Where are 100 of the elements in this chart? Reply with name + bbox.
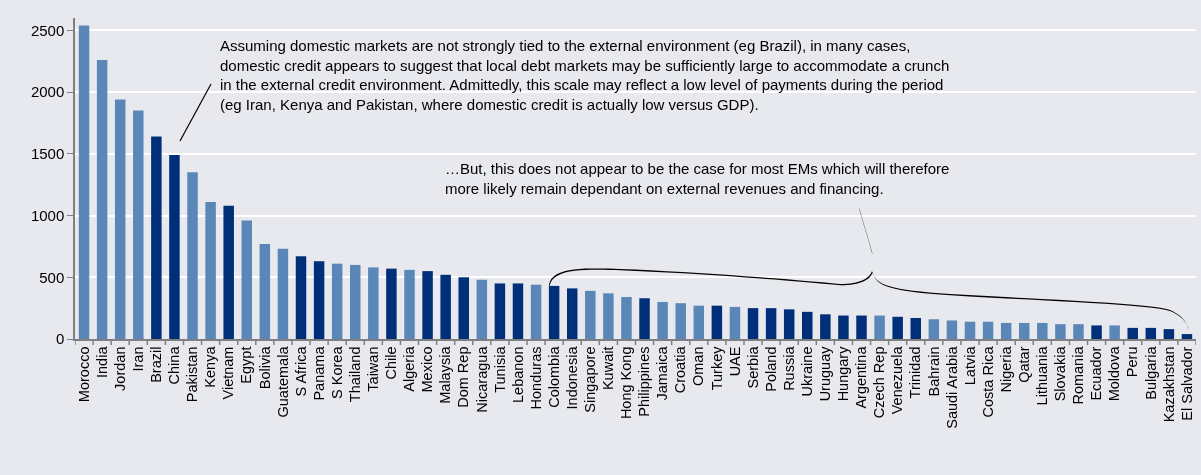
x-tick-label: S Africa bbox=[292, 345, 309, 397]
y-tick-label: 1000 bbox=[30, 206, 65, 224]
x-tick-label: Russia bbox=[780, 345, 797, 391]
bar bbox=[765, 308, 777, 339]
bar bbox=[114, 99, 126, 339]
x-tick-label: China bbox=[166, 345, 183, 385]
bar bbox=[331, 263, 343, 339]
bar bbox=[910, 318, 921, 339]
x-tick-label: Uruguay bbox=[817, 345, 834, 402]
x-tick-label: Chile bbox=[383, 346, 400, 380]
x-tick-label: Hungary bbox=[835, 345, 852, 402]
bar bbox=[729, 306, 741, 339]
x-tick-label: Panama bbox=[310, 345, 327, 401]
bar bbox=[838, 315, 849, 339]
bar bbox=[747, 308, 759, 339]
x-tick-label: Pakistan bbox=[184, 346, 201, 403]
x-tick-label: Costa Rica bbox=[979, 345, 996, 418]
bar bbox=[223, 205, 234, 339]
bar bbox=[892, 316, 903, 339]
bar bbox=[151, 136, 162, 339]
x-tick-label: Egypt bbox=[238, 346, 255, 384]
x-tick-label: Nicaragua bbox=[473, 345, 490, 413]
bar bbox=[78, 25, 90, 339]
x-tick-label: Honduras bbox=[527, 346, 544, 410]
x-tick-label: S Korea bbox=[328, 345, 345, 399]
bar bbox=[603, 293, 614, 339]
x-tick-label: Dom Rep bbox=[455, 346, 472, 408]
bar bbox=[802, 311, 813, 339]
bar bbox=[386, 268, 397, 339]
bar bbox=[874, 315, 885, 339]
x-tick-label: Bulgaria bbox=[1142, 345, 1159, 400]
bar bbox=[1163, 329, 1175, 339]
bar bbox=[566, 288, 578, 339]
x-tick-label: Vietnam bbox=[220, 346, 237, 400]
x-tick-label: Morocco bbox=[75, 346, 92, 403]
x-tick-label: Kenya bbox=[202, 345, 219, 388]
x-tick-label: Iran bbox=[129, 346, 146, 372]
x-tick-label: Guatemala bbox=[274, 345, 291, 418]
x-tick-label: Kazakhstan bbox=[1160, 346, 1177, 423]
x-tick-label: Venezuela bbox=[889, 345, 906, 415]
bar bbox=[1000, 322, 1012, 339]
x-tick-label: Ukraine bbox=[798, 346, 815, 397]
x-tick-label: Lebanon bbox=[509, 346, 526, 403]
x-tick-label: Bolivia bbox=[256, 345, 273, 390]
bar bbox=[548, 285, 560, 339]
x-tick-label: Kuwait bbox=[600, 346, 617, 391]
bar bbox=[350, 264, 361, 339]
x-tick-label: Croatia bbox=[672, 345, 689, 394]
x-tick-label: Oman bbox=[690, 346, 707, 387]
bar bbox=[1037, 322, 1048, 339]
bar bbox=[1055, 324, 1066, 339]
x-tick-label: Lithuania bbox=[1034, 345, 1051, 406]
x-tick-label: Colombia bbox=[545, 345, 562, 408]
bar bbox=[1109, 325, 1120, 339]
bar bbox=[964, 321, 976, 339]
y-tick-label: 2500 bbox=[30, 21, 65, 39]
bar bbox=[187, 172, 198, 339]
bar bbox=[639, 298, 650, 339]
bar bbox=[1018, 322, 1030, 339]
x-tick-label: Turkey bbox=[708, 345, 725, 391]
x-tick-label: Poland bbox=[762, 346, 779, 392]
x-tick-label: Algeria bbox=[401, 345, 418, 392]
x-tick-label: Qatar bbox=[1015, 346, 1032, 383]
bar bbox=[585, 290, 596, 339]
bar bbox=[96, 59, 108, 339]
x-tick-label: Jamaica bbox=[654, 345, 671, 401]
bar bbox=[368, 267, 379, 339]
x-tick-label: Thailand bbox=[346, 346, 363, 403]
bar bbox=[530, 284, 542, 339]
y-tick-label: 2000 bbox=[30, 83, 65, 101]
x-tick-label: Slovakia bbox=[1052, 345, 1069, 402]
bar bbox=[621, 297, 632, 339]
x-tick-label: Indonesia bbox=[563, 345, 580, 410]
bar bbox=[928, 319, 940, 339]
bar bbox=[1181, 334, 1193, 339]
bar bbox=[856, 315, 867, 339]
x-tick-label: Tunisia bbox=[491, 345, 508, 393]
bar bbox=[1091, 325, 1102, 339]
x-tick-label: Serbia bbox=[744, 345, 761, 389]
x-tick-label: Bahrain bbox=[925, 346, 942, 397]
bar bbox=[295, 256, 307, 339]
bar bbox=[1073, 324, 1084, 339]
bar bbox=[675, 303, 686, 339]
bar bbox=[313, 261, 325, 339]
x-tick-label: Mexico bbox=[419, 346, 436, 393]
x-tick-label: Hong Kong bbox=[618, 346, 635, 420]
x-tick-label: Ecuador bbox=[1088, 346, 1105, 401]
bar bbox=[494, 283, 506, 339]
x-tick-label: Argentina bbox=[853, 345, 870, 409]
x-tick-label: Nigeria bbox=[997, 345, 1014, 393]
x-tick-label: Trinidad bbox=[907, 346, 924, 399]
bar bbox=[205, 201, 216, 339]
x-tick-label: Latvia bbox=[961, 345, 978, 386]
bar bbox=[1127, 327, 1138, 339]
y-tick-label: 1500 bbox=[30, 145, 65, 163]
bar bbox=[946, 320, 958, 339]
bar bbox=[1145, 327, 1157, 339]
bar bbox=[783, 309, 795, 339]
bar bbox=[512, 283, 524, 339]
bar bbox=[693, 305, 705, 339]
